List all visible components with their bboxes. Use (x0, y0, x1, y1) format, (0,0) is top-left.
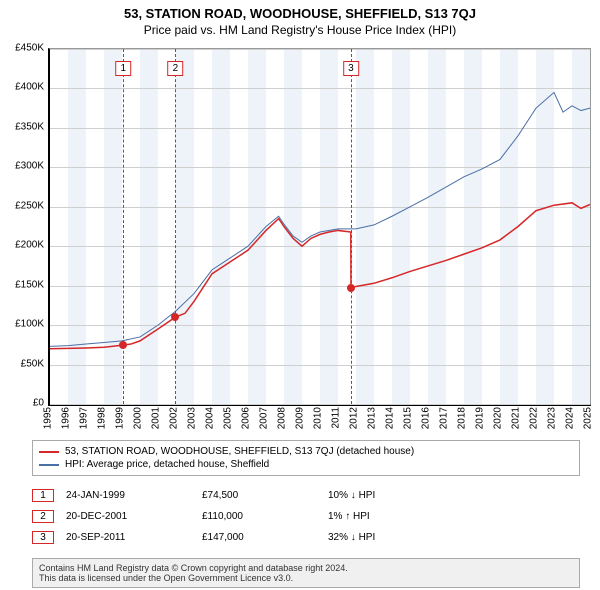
footer-line: This data is licensed under the Open Gov… (39, 573, 573, 583)
legend-swatch (39, 464, 59, 466)
x-tick-label: 2008 (277, 407, 288, 429)
y-tick-label: £400K (0, 82, 44, 93)
x-tick-label: 2004 (205, 407, 216, 429)
x-tick-label: 2018 (457, 407, 468, 429)
event-price: £74,500 (202, 490, 322, 501)
x-tick-label: 2012 (349, 407, 360, 429)
y-tick-label: £300K (0, 161, 44, 172)
x-tick-label: 2013 (367, 407, 378, 429)
footer-attribution: Contains HM Land Registry data © Crown c… (32, 558, 580, 588)
x-tick-label: 2024 (565, 407, 576, 429)
x-tick-label: 2006 (241, 407, 252, 429)
series-hpi (50, 92, 590, 346)
event-price: £147,000 (202, 532, 322, 543)
y-tick-label: £450K (0, 43, 44, 54)
chart-container: 53, STATION ROAD, WOODHOUSE, SHEFFIELD, … (0, 0, 600, 590)
x-tick-label: 2002 (169, 407, 180, 429)
footer-line: Contains HM Land Registry data © Crown c… (39, 563, 573, 573)
chart-lines (50, 49, 590, 404)
x-tick-label: 2017 (439, 407, 450, 429)
event-row: 1 24-JAN-1999 £74,500 10% ↓ HPI (32, 485, 566, 506)
event-change: 1% ↑ HPI (328, 511, 448, 522)
x-tick-label: 2022 (529, 407, 540, 429)
marker-dot (347, 284, 355, 292)
y-tick-label: £50K (0, 358, 44, 369)
y-tick-label: £150K (0, 279, 44, 290)
x-tick-label: 2010 (313, 407, 324, 429)
event-change: 32% ↓ HPI (328, 532, 448, 543)
x-tick-label: 1998 (97, 407, 108, 429)
x-tick-label: 2025 (583, 407, 594, 429)
marker-dot (171, 313, 179, 321)
x-tick-label: 2009 (295, 407, 306, 429)
grid-line (50, 404, 590, 405)
marker-line (123, 49, 124, 404)
marker-dot (119, 341, 127, 349)
x-tick-label: 2014 (385, 407, 396, 429)
x-tick-label: 2020 (493, 407, 504, 429)
x-tick-label: 1999 (115, 407, 126, 429)
y-tick-label: £0 (0, 398, 44, 409)
event-change: 10% ↓ HPI (328, 490, 448, 501)
x-tick-label: 2015 (403, 407, 414, 429)
x-tick-label: 2023 (547, 407, 558, 429)
event-date: 24-JAN-1999 (66, 490, 196, 501)
chart-subtitle: Price paid vs. HM Land Registry's House … (0, 21, 600, 37)
chart-title: 53, STATION ROAD, WOODHOUSE, SHEFFIELD, … (0, 0, 600, 21)
y-tick-label: £250K (0, 200, 44, 211)
y-tick-label: £200K (0, 240, 44, 251)
x-tick-label: 2000 (133, 407, 144, 429)
y-tick-label: £350K (0, 121, 44, 132)
plot-area: 1 2 3 (48, 48, 591, 406)
event-list: 1 24-JAN-1999 £74,500 10% ↓ HPI 2 20-DEC-2001… (32, 485, 566, 548)
x-tick-label: 1996 (61, 407, 72, 429)
x-tick-label: 1997 (79, 407, 90, 429)
marker-label: 1 (115, 61, 131, 76)
marker-line (175, 49, 176, 404)
event-price: £110,000 (202, 511, 322, 522)
x-tick-label: 1995 (43, 407, 54, 429)
x-tick-label: 2003 (187, 407, 198, 429)
y-tick-label: £100K (0, 319, 44, 330)
event-date: 20-DEC-2001 (66, 511, 196, 522)
x-tick-label: 2021 (511, 407, 522, 429)
legend-label: 53, STATION ROAD, WOODHOUSE, SHEFFIELD, … (65, 446, 414, 457)
marker-label: 2 (168, 61, 184, 76)
event-marker-ref: 3 (32, 531, 54, 544)
x-tick-label: 2019 (475, 407, 486, 429)
event-date: 20-SEP-2011 (66, 532, 196, 543)
legend-label: HPI: Average price, detached house, Shef… (65, 459, 269, 470)
event-marker-ref: 2 (32, 510, 54, 523)
x-tick-label: 2001 (151, 407, 162, 429)
marker-label: 3 (343, 61, 359, 76)
x-tick-label: 2005 (223, 407, 234, 429)
x-tick-label: 2011 (331, 407, 342, 429)
x-tick-label: 2016 (421, 407, 432, 429)
series-property (50, 203, 590, 349)
legend-swatch (39, 451, 59, 453)
event-row: 2 20-DEC-2001 £110,000 1% ↑ HPI (32, 506, 566, 527)
event-row: 3 20-SEP-2011 £147,000 32% ↓ HPI (32, 527, 566, 548)
event-marker-ref: 1 (32, 489, 54, 502)
legend: 53, STATION ROAD, WOODHOUSE, SHEFFIELD, … (32, 440, 580, 476)
x-tick-label: 2007 (259, 407, 270, 429)
legend-item: 53, STATION ROAD, WOODHOUSE, SHEFFIELD, … (39, 445, 573, 458)
marker-line (351, 49, 352, 404)
legend-item: HPI: Average price, detached house, Shef… (39, 458, 573, 471)
